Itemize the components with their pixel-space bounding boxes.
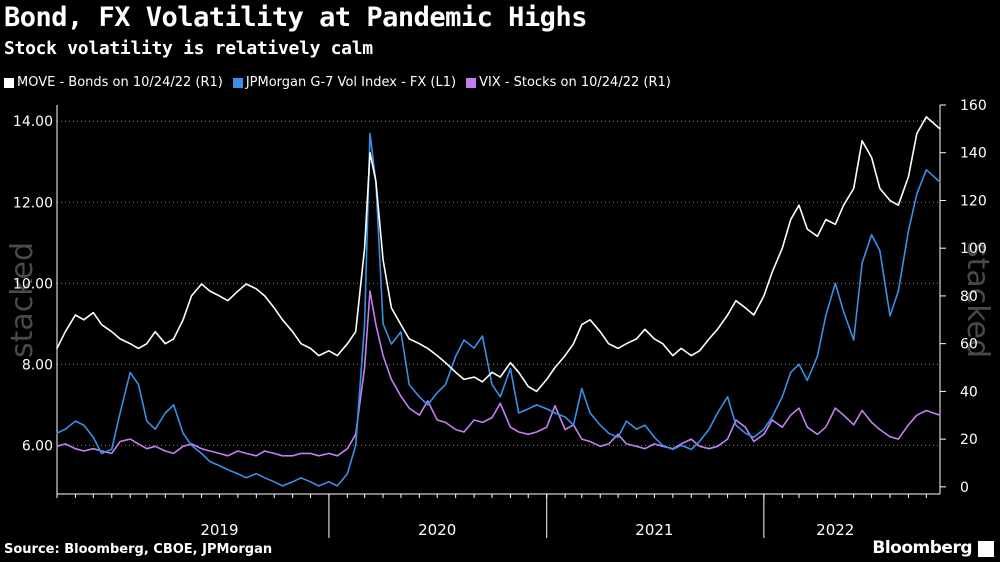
y-left-tick-label: 14.00 <box>13 114 53 130</box>
legend-label-vix: VIX - Stocks on 10/24/22 (R1) <box>479 75 671 90</box>
y-right-tick-label: 20 <box>960 432 978 448</box>
y-right-tick-label: 160 <box>960 98 987 114</box>
source-note: Source: Bloomberg, CBOE, JPMorgan <box>4 542 273 557</box>
y-left-tick-label: 6.00 <box>22 438 53 454</box>
y-right-tick-label: 80 <box>960 289 978 305</box>
legend-item-move: MOVE - Bonds on 10/24/22 (R1) <box>4 75 223 90</box>
legend-label-move: MOVE - Bonds on 10/24/22 (R1) <box>17 75 223 90</box>
y-right-tick-label: 40 <box>960 384 978 400</box>
x-tick-label: 2021 <box>635 521 673 539</box>
x-tick-label: 2020 <box>418 521 456 539</box>
x-tick-label: 2019 <box>200 521 238 539</box>
legend: MOVE - Bonds on 10/24/22 (R1) JPMorgan G… <box>4 75 671 90</box>
watermark-left: stacked <box>5 242 40 358</box>
y-right-tick-label: 100 <box>960 241 987 257</box>
chart-subtitle: Stock volatility is relatively calm <box>4 38 373 59</box>
y-right-tick-label: 140 <box>960 146 987 162</box>
legend-swatch-fx <box>232 77 243 88</box>
legend-item-fx: JPMorgan G-7 Vol Index - FX (L1) <box>232 75 457 90</box>
y-left-tick-label: 8.00 <box>22 357 53 373</box>
y-right-tick-label: 0 <box>960 480 969 496</box>
watermark-right: stacked <box>960 242 995 358</box>
chart-title: Bond, FX Volatility at Pandemic Highs <box>4 2 587 33</box>
x-tick-label: 2022 <box>816 521 854 539</box>
move-series-line <box>56 116 941 393</box>
legend-label-fx: JPMorgan G-7 Vol Index - FX (L1) <box>245 75 457 90</box>
y-right-tick-label: 120 <box>960 193 987 209</box>
fx-series-line <box>56 132 941 487</box>
legend-swatch-move <box>4 77 14 88</box>
legend-swatch-vix <box>466 77 477 88</box>
y-left-tick-label: 12.00 <box>13 195 53 211</box>
bloomberg-icon <box>978 541 994 557</box>
y-right-tick-label: 60 <box>960 337 978 353</box>
legend-item-vix: VIX - Stocks on 10/24/22 (R1) <box>466 75 671 90</box>
vix-series-line <box>56 290 941 457</box>
brand-logo: Bloomberg <box>872 538 972 558</box>
y-left-tick-label: 10.00 <box>13 276 53 292</box>
